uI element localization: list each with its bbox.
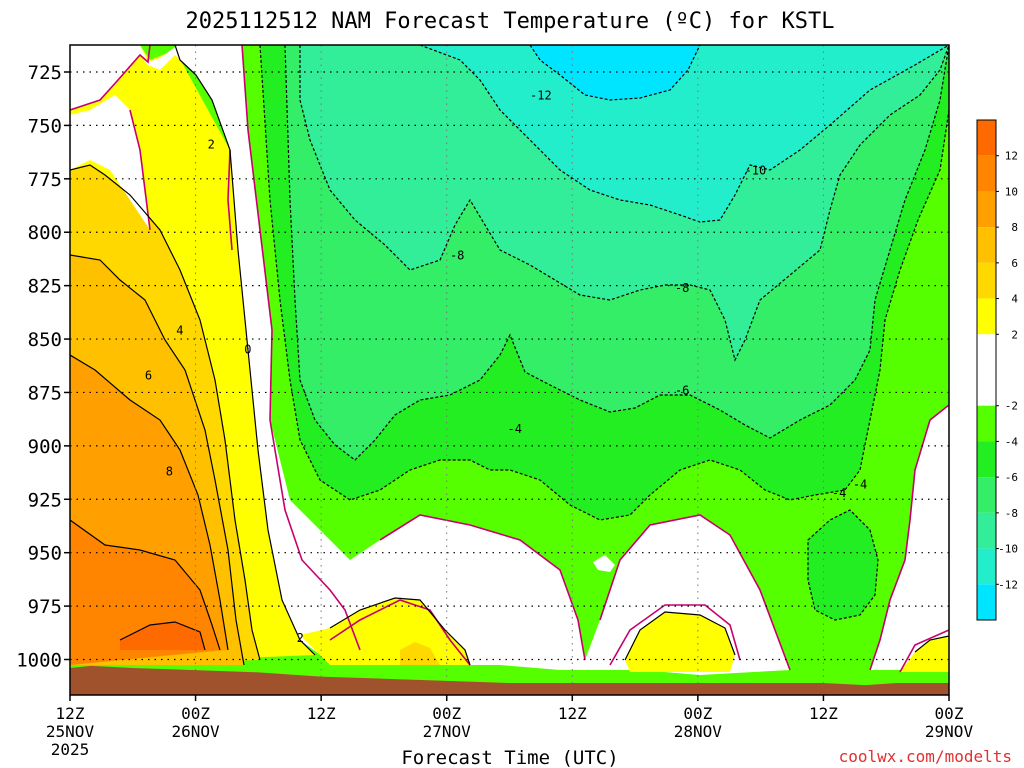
legend-frame <box>976 119 997 621</box>
legend-label-6: -2 <box>1005 400 1018 413</box>
legend-label-2: 8 <box>1011 221 1018 234</box>
x-tick-time-72: 12Z <box>809 704 838 723</box>
legend-label-1: 10 <box>1005 185 1018 198</box>
color-legend: 12 10 8 6 4 2 -2 -4 -6 -8 -10 -12 <box>976 119 1019 621</box>
warm-band-12-14 <box>120 622 205 650</box>
x-tick-year-0: 2025 <box>51 740 90 759</box>
x-tick-date-36: 27NOV <box>423 722 472 741</box>
white-spot <box>593 555 615 572</box>
yellow-lobe-2 <box>625 612 735 672</box>
legend-swatch-1 <box>977 155 996 192</box>
contour-label-12: 0 <box>244 343 251 357</box>
x-tick-date-0: 25NOV <box>46 722 95 741</box>
contour-label-5: -4 <box>508 422 522 436</box>
contour-label-4: -6 <box>675 383 689 397</box>
white-patch-upper-left <box>70 95 150 230</box>
legend-swatch-7 <box>977 405 996 442</box>
x-tick-time-0: 12Z <box>56 704 85 723</box>
x-axis-title: Forecast Time (UTC) <box>401 747 618 768</box>
white-band-0 <box>70 45 360 662</box>
x-tick-time-48: 12Z <box>558 704 587 723</box>
contour-label-11: 8 <box>166 465 173 479</box>
ground-surface <box>70 665 949 695</box>
contour-label-0: -12 <box>530 89 552 103</box>
contour-label-3: -8 <box>675 281 689 295</box>
contour-label-10: 6 <box>145 368 152 382</box>
x-tick-time-12: 00Z <box>181 704 210 723</box>
x-tick-time-84: 00Z <box>935 704 964 723</box>
y-tick-label-875: 875 <box>28 382 62 404</box>
legend-swatch-0 <box>977 120 996 156</box>
y-tick-label-825: 825 <box>28 276 62 298</box>
legend-label-10: -10 <box>998 543 1018 556</box>
contour-minus-8 <box>299 45 949 362</box>
contour-label-6: -4 <box>853 477 867 491</box>
legend-label-5: 2 <box>1011 328 1018 341</box>
y-tick-label-800: 800 <box>28 222 62 244</box>
contour-minus-10 <box>419 45 949 223</box>
contour-0-inner <box>129 109 949 673</box>
legend-label-9: -8 <box>1005 507 1018 520</box>
legend-label-11: -12 <box>998 578 1018 591</box>
grid-lines <box>70 45 949 695</box>
legend-label-0: 12 <box>1005 150 1018 163</box>
x-tick-time-36: 00Z <box>432 704 461 723</box>
legend-swatch-2 <box>977 191 996 228</box>
chart-title: 2025112512 NAM Forecast Temperature (ºC)… <box>185 9 834 34</box>
x-tick-date-12: 26NOV <box>171 722 220 741</box>
legend-label-3: 6 <box>1011 257 1018 270</box>
contour-label-2: -8 <box>450 249 464 263</box>
contour-labels: -12 -10 -8 -8 -6 -4 -4 -4 2 4 6 8 0 2 <box>145 89 867 646</box>
legend-swatch-9 <box>977 477 996 513</box>
contour-lines <box>70 45 949 673</box>
x-tick-time-24: 12Z <box>307 704 336 723</box>
contour-label-13: 2 <box>297 631 304 645</box>
plot-frame <box>69 44 950 696</box>
x-tick-date-60: 28NOV <box>674 722 723 741</box>
x-tick-date-84: 29NOV <box>925 722 974 741</box>
yellow-lobe-3 <box>900 636 949 672</box>
warm-band-4-6-lobe <box>400 642 440 665</box>
cold-band-10-12 <box>420 45 949 222</box>
y-tick-label-750: 750 <box>28 115 62 137</box>
y-tick-label-925: 925 <box>28 489 62 511</box>
contour-0 <box>70 45 949 671</box>
y-axis: 725 750 775 800 825 850 875 900 925 950 975 1000 <box>16 62 70 672</box>
contour-label-9: 4 <box>176 324 183 338</box>
contour-label-7: -4 <box>832 486 846 500</box>
y-tick-label-725: 725 <box>28 62 62 84</box>
legend-swatch-4 <box>977 262 996 299</box>
legend-swatch-12 <box>977 584 996 620</box>
legend-label-7: -4 <box>1005 435 1019 448</box>
contour-minus-12 <box>529 45 701 101</box>
contour-10 <box>70 519 221 651</box>
contour-2 <box>174 45 949 666</box>
legend-swatch-8 <box>977 441 996 478</box>
contour-4 <box>70 164 261 661</box>
contour-minus-4 <box>284 45 949 621</box>
legend-swatch-3 <box>977 227 996 263</box>
legend-swatch-11 <box>977 548 996 585</box>
y-tick-label-900: 900 <box>28 436 62 458</box>
y-tick-label-975: 975 <box>28 596 62 618</box>
credit-text: coolwx.com/modelts <box>839 747 1012 766</box>
y-tick-label-775: 775 <box>28 169 62 191</box>
cold-band-4-6-lower <box>808 510 878 620</box>
x-tick-time-60: 00Z <box>683 704 712 723</box>
y-tick-label-950: 950 <box>28 543 62 565</box>
legend-label-4: 4 <box>1011 293 1018 306</box>
legend-swatch-10 <box>977 512 996 549</box>
legend-swatch-5 <box>977 298 996 335</box>
contour-label-1: -10 <box>745 163 767 177</box>
legend-swatch-6 <box>977 334 996 406</box>
contour-6 <box>70 254 245 666</box>
legend-label-8: -6 <box>1005 471 1018 484</box>
contour-label-8: 2 <box>208 138 215 152</box>
contour-8 <box>70 354 229 651</box>
contour-12 <box>119 621 206 651</box>
y-tick-label-1000: 1000 <box>16 650 62 672</box>
y-tick-label-850: 850 <box>28 329 62 351</box>
